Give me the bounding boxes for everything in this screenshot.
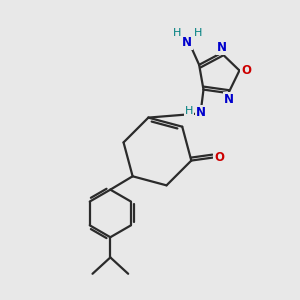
Text: H: H [194, 28, 202, 38]
Text: O: O [241, 64, 251, 77]
Text: N: N [196, 106, 206, 119]
Text: O: O [214, 151, 224, 164]
Text: H: H [185, 106, 194, 116]
Text: N: N [224, 92, 234, 106]
Text: N: N [217, 40, 227, 54]
Text: N: N [182, 36, 192, 49]
Text: H: H [172, 28, 181, 38]
